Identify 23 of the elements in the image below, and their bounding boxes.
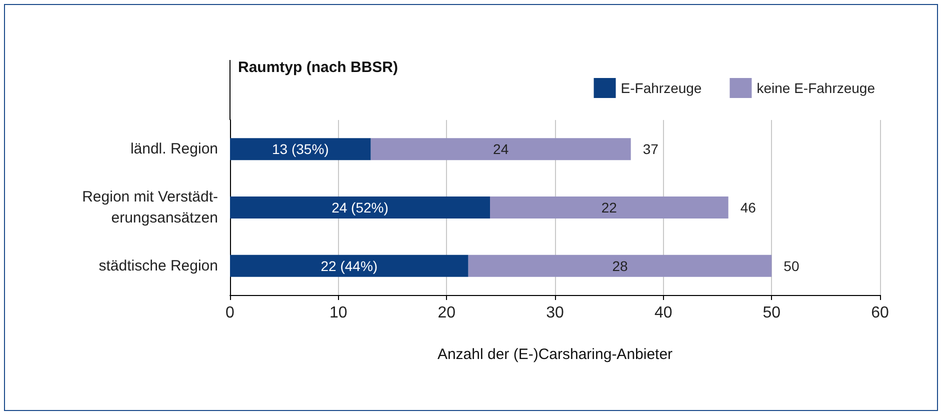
y-tick-label: Region mit Verstädt- erungsansätzen [82,188,218,226]
y-axis-title: Raumtyp (nach BBSR) [238,59,398,76]
data-label: 22 (44%) [320,258,378,274]
data-label: 22 [601,200,618,216]
total-label: 46 [740,200,756,216]
data-label: 13 (35%) [272,141,329,158]
legend-label: keine E-Fahrzeuge [756,80,876,96]
legend-label: E-Fahrzeuge [620,80,702,96]
total-label: 37 [642,141,659,158]
x-tick-label: 20 [438,304,456,322]
x-tick-label: 10 [329,304,348,322]
x-axis-title: Anzahl der (E-)Carsharing-Anbieter [437,346,673,363]
x-tick-label: 60 [871,304,889,322]
total-label: 50 [784,258,800,274]
x-tick-label: 30 [546,304,564,322]
data-label: 24 (52%) [332,200,388,216]
x-tick-label: 0 [226,304,235,322]
x-tick-label: 50 [762,304,781,322]
y-tick-label: städtische Region [98,257,218,274]
y-tick-label: ländl. Region [130,140,218,158]
x-tick-label: 40 [654,304,672,322]
data-label: 28 [612,258,628,274]
data-label: 24 [493,141,509,158]
